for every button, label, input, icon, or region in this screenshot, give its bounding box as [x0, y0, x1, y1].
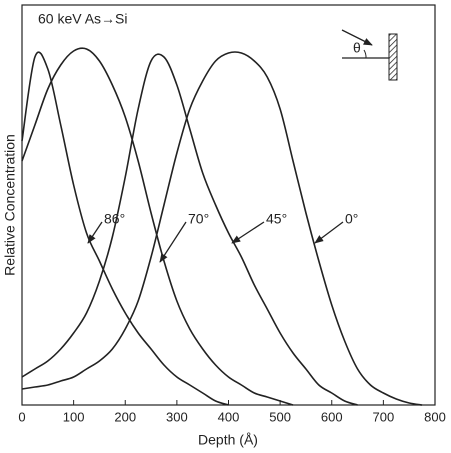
x-tick-label: 700	[373, 409, 395, 424]
x-tick-label: 500	[269, 409, 291, 424]
line-series	[21, 51, 423, 406]
line-series	[21, 47, 294, 406]
inset-wall	[388, 33, 398, 81]
label-arrow	[159, 221, 187, 263]
x-tick-label: 0	[18, 409, 25, 424]
inset-label: θ	[353, 40, 361, 56]
inset-arrow	[341, 29, 373, 46]
line-series	[21, 51, 229, 406]
x-tick-label: 100	[63, 409, 85, 424]
series-label: 0°	[345, 211, 358, 227]
inset-arc	[363, 49, 367, 59]
x-tick-label: 800	[424, 409, 446, 424]
plot-frame	[21, 4, 436, 406]
series-label: 45°	[266, 211, 287, 227]
label-arrow	[87, 221, 103, 244]
series-label: 86°	[104, 211, 125, 227]
x-axis-label: Depth (Å)	[198, 432, 258, 448]
label-arrow	[231, 221, 265, 244]
line-series	[21, 53, 358, 406]
inset-diagram: θ	[341, 29, 398, 81]
series-label: 70°	[188, 211, 209, 227]
x-tick-label: 600	[321, 409, 343, 424]
x-tick-label: 400	[218, 409, 240, 424]
x-tick-label: 300	[166, 409, 188, 424]
x-tick-label: 200	[114, 409, 136, 424]
label-arrow	[314, 221, 344, 244]
chart-title: 60 keV As→Si	[38, 11, 128, 27]
y-axis-label: Relative Concentration	[2, 134, 18, 276]
